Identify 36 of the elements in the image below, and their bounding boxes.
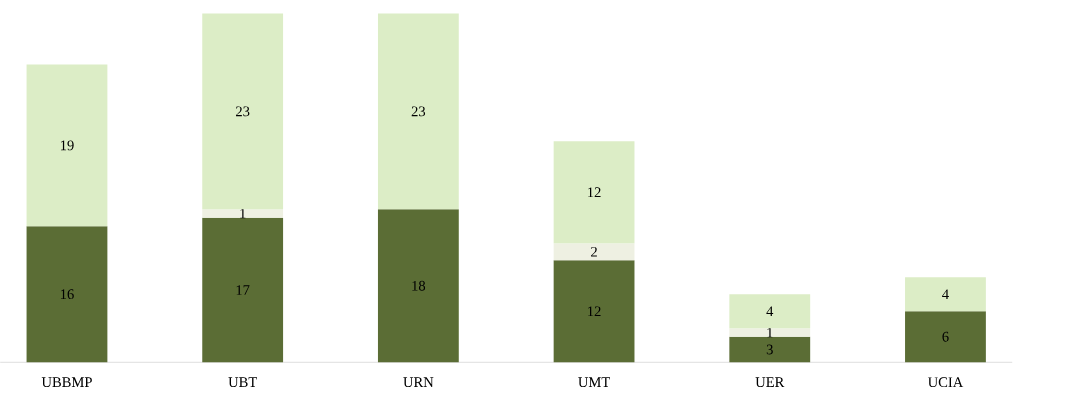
bar: [26, 64, 108, 227]
x-tick-label: URN: [403, 377, 434, 388]
data-label: 6: [942, 331, 949, 342]
bar: [905, 277, 986, 312]
data-label: 18: [412, 280, 426, 291]
bar: [26, 226, 108, 363]
data-label: 16: [60, 289, 74, 300]
bar: [905, 311, 986, 363]
x-tick-label: UBT: [228, 377, 257, 388]
data-label: 12: [588, 306, 601, 317]
data-label: 1: [240, 208, 246, 219]
data-label: 17: [236, 285, 250, 295]
data-label: 4: [942, 289, 949, 300]
bar: [729, 328, 811, 337]
data-label: 2: [591, 246, 597, 257]
bar: [377, 13, 459, 210]
data-label: 4: [766, 306, 774, 317]
x-tick-label: UER: [755, 377, 785, 388]
x-tick-label: UMT: [578, 377, 610, 388]
bar: [553, 141, 635, 244]
bar: [553, 243, 635, 261]
data-label: 1: [767, 327, 773, 338]
data-label: 23: [236, 106, 250, 117]
bar: [729, 294, 811, 329]
bar: [553, 260, 635, 363]
data-label: 3: [766, 344, 773, 355]
bar: [202, 217, 284, 363]
data-label: 12: [588, 187, 601, 197]
data-label: 23: [411, 106, 426, 117]
x-tick-label: UCIA: [927, 377, 964, 388]
data-label: 19: [60, 140, 74, 151]
bar: [729, 336, 811, 363]
bar: [202, 209, 284, 218]
bar: [377, 209, 459, 363]
bar: [202, 13, 284, 210]
x-tick-label: UBBMP: [41, 377, 92, 388]
